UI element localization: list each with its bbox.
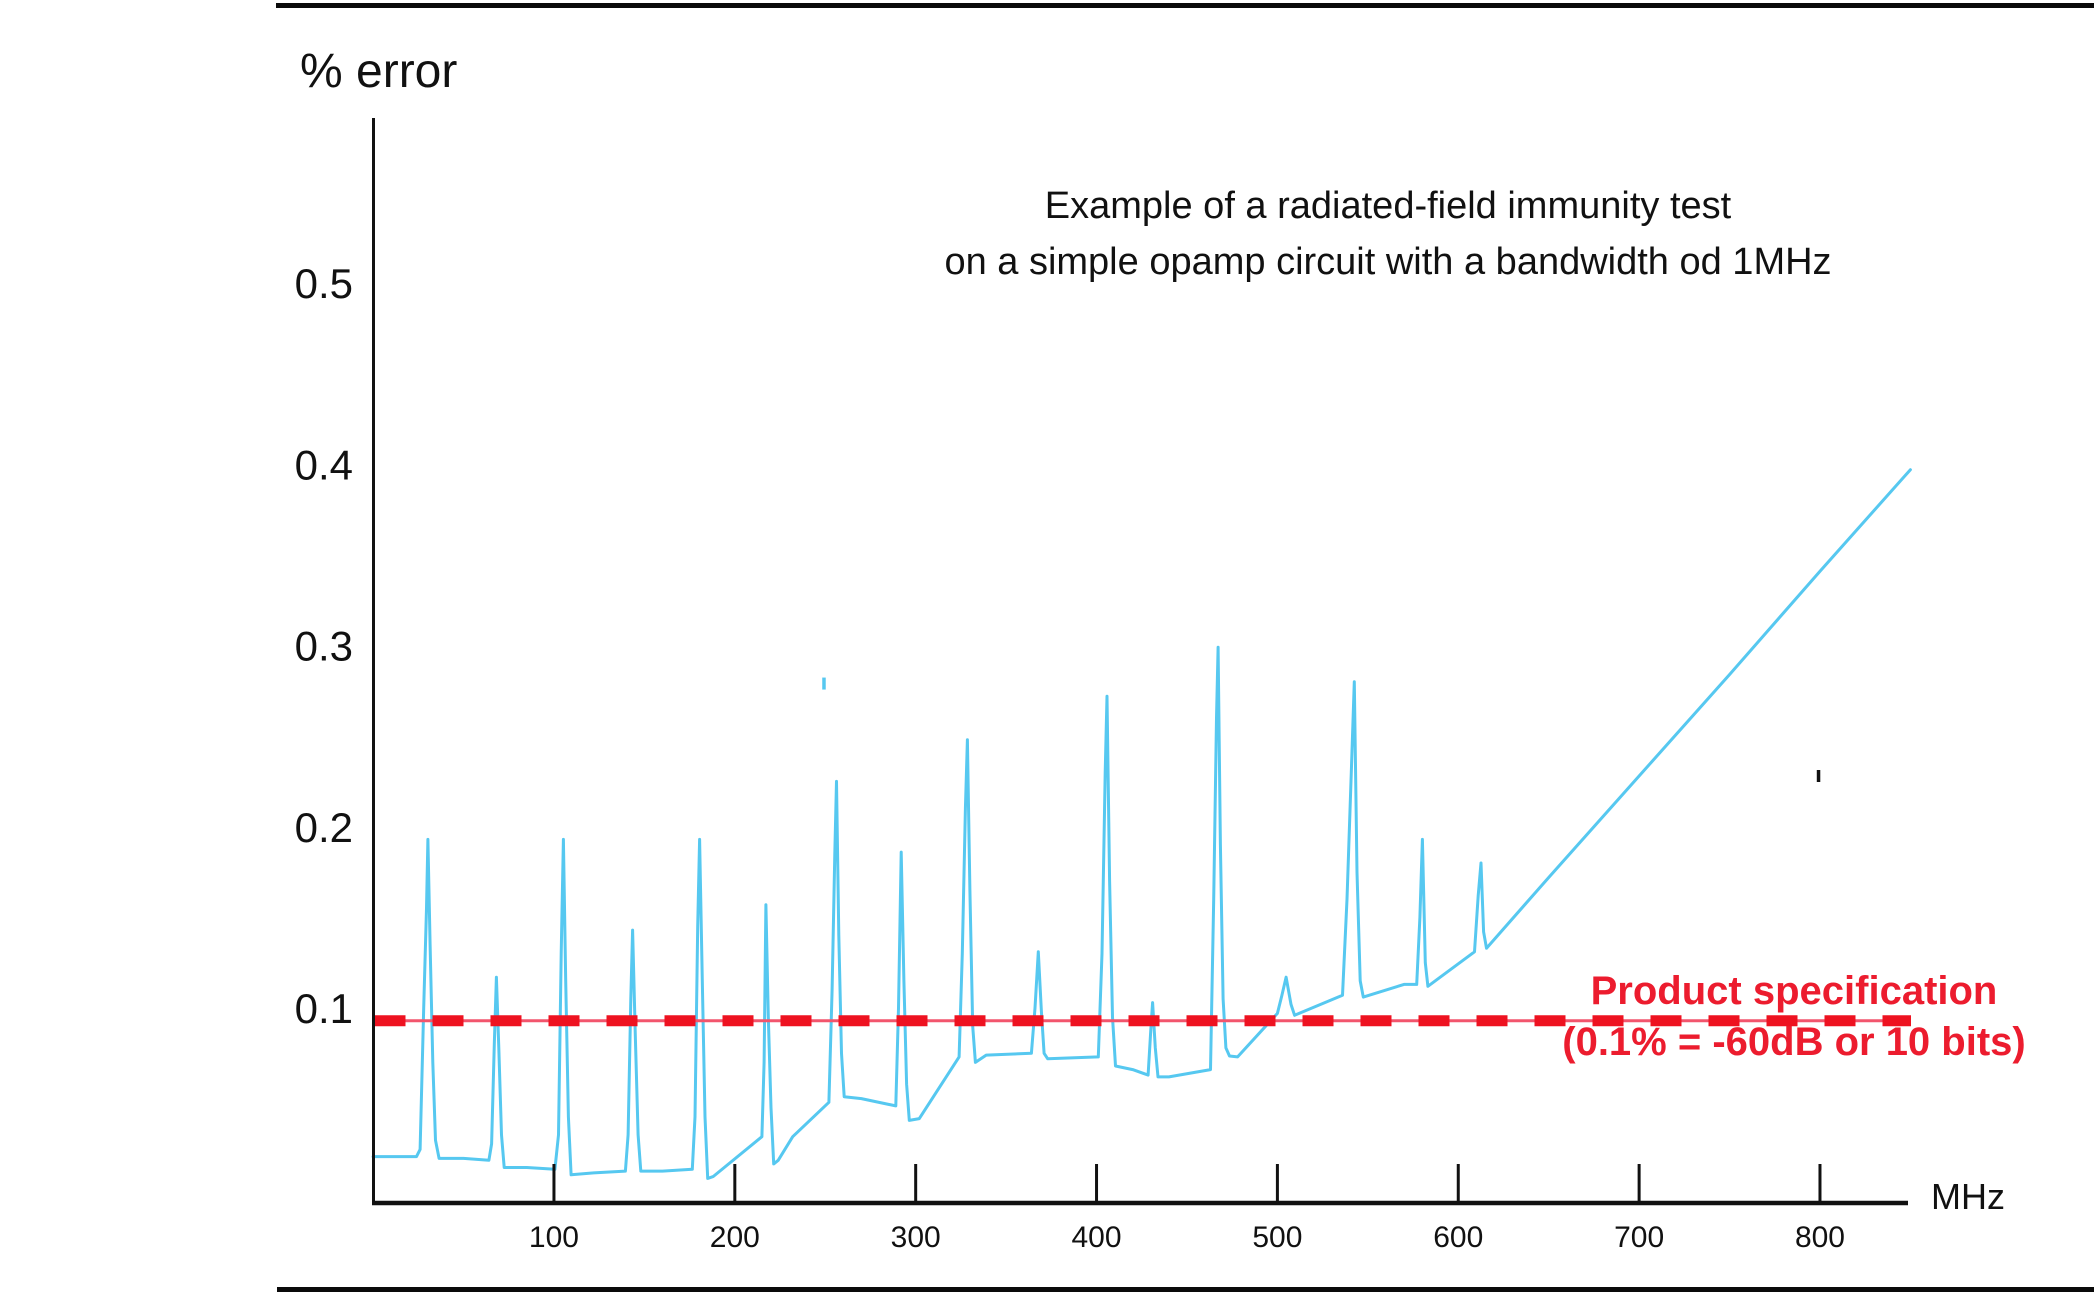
x-tick-label: 200 xyxy=(710,1221,760,1254)
spec-annotation-line1: Product specification xyxy=(1590,969,1998,1013)
x-tick-label: 300 xyxy=(891,1221,941,1254)
top-rule xyxy=(276,3,2094,8)
x-tick-label: 500 xyxy=(1252,1221,1302,1254)
y-tick-label: 0.1 xyxy=(295,985,353,1032)
y-tick-label: 0.4 xyxy=(295,441,353,488)
y-tick-label: 0.2 xyxy=(295,804,353,851)
chart-title: Example of a radiated-field immunity tes… xyxy=(838,178,1938,290)
y-tick-label: 0.3 xyxy=(295,623,353,670)
x-axis-unit: MHz xyxy=(1931,1176,2005,1217)
y-axis-title: % error xyxy=(300,45,458,98)
x-tick-label: 400 xyxy=(1072,1221,1122,1254)
spec-annotation-line2: (0.1% = -60dB or 10 bits) xyxy=(1562,1020,2026,1064)
x-tick-label: 600 xyxy=(1433,1221,1483,1254)
x-tick-label: 100 xyxy=(529,1221,579,1254)
spec-annotation: Product specification (0.1% = -60dB or 1… xyxy=(1513,966,2075,1068)
y-tick-label: 0.5 xyxy=(295,260,353,307)
x-tick-label: 800 xyxy=(1795,1221,1845,1254)
error-curve xyxy=(371,468,1912,1180)
chart-title-line2: on a simple opamp circuit with a bandwid… xyxy=(944,241,1832,283)
chart-title-line1: Example of a radiated-field immunity tes… xyxy=(1044,185,1732,227)
bottom-rule xyxy=(277,1287,2094,1292)
x-tick-label: 700 xyxy=(1614,1221,1664,1254)
